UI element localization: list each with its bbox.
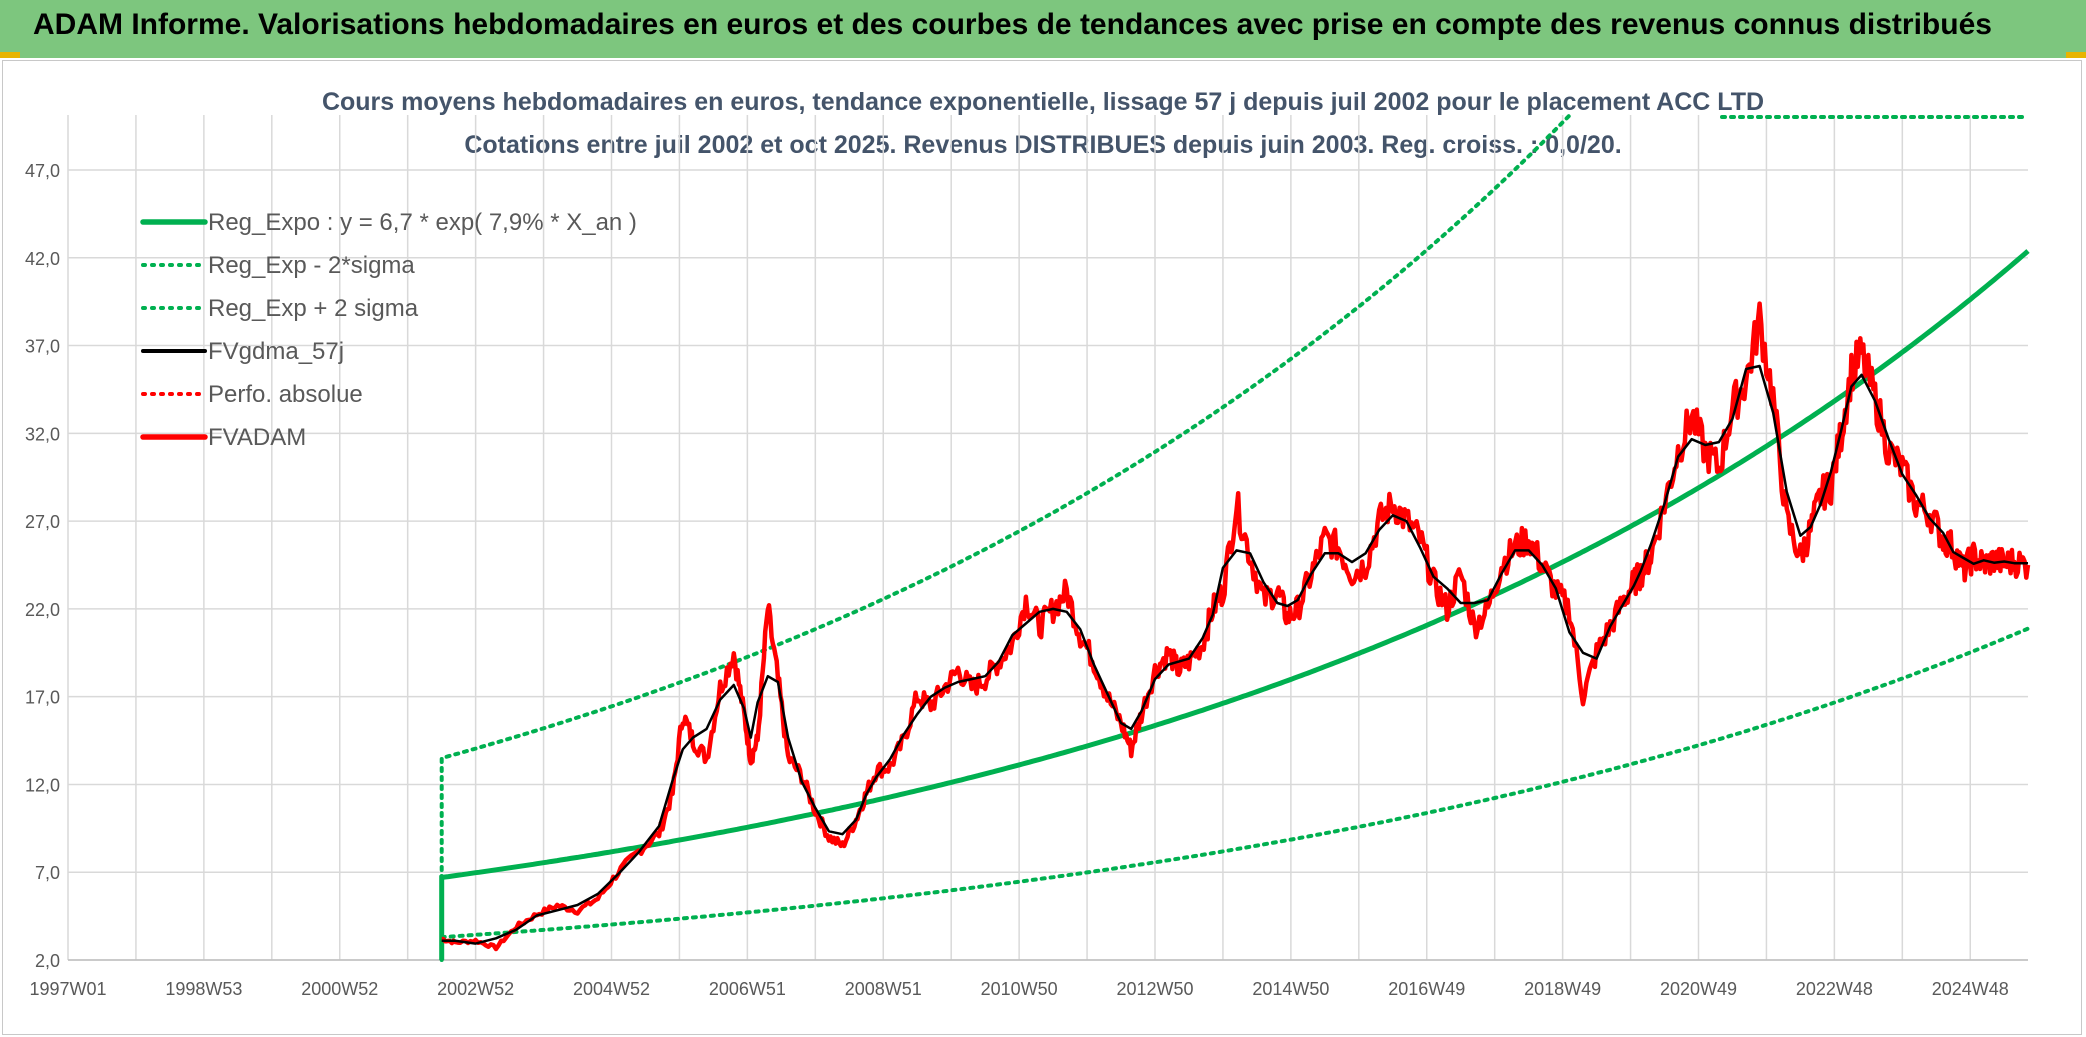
x-tick-label: 2000W52 [301, 979, 378, 999]
legend-label: Reg_Exp + 2 sigma [208, 295, 419, 322]
y-tick-label: 7,0 [35, 863, 60, 883]
chart-title: Cours moyens hebdomadaires en euros, ten… [321, 88, 1765, 116]
x-tick-label: 2016W49 [1388, 979, 1465, 999]
x-tick-label: 1997W01 [29, 979, 106, 999]
x-tick-label: 1998W53 [165, 979, 242, 999]
chart-subtitle: Cotations entre juil 2002 et oct 2025. R… [464, 131, 1622, 159]
legend-label: Reg_Expo : y = 6,7 * exp( 7,9% * X_an ) [208, 209, 637, 236]
x-tick-label: 2008W51 [845, 979, 922, 999]
x-tick-label: 2018W49 [1524, 979, 1601, 999]
x-tick-label: 2014W50 [1252, 979, 1329, 999]
x-tick-label: 2010W50 [981, 979, 1058, 999]
x-tick-label: 2006W51 [709, 979, 786, 999]
reg-exp-minus-2sigma-line [439, 626, 2030, 940]
x-tick-label: 2012W50 [1116, 979, 1193, 999]
x-tick-label: 2004W52 [573, 979, 650, 999]
y-tick-label: 32,0 [25, 424, 60, 444]
y-tick-label: 37,0 [25, 337, 60, 357]
legend-label: Reg_Exp - 2*sigma [208, 252, 415, 279]
x-tick-label: 2020W49 [1660, 979, 1737, 999]
y-tick-label: 17,0 [25, 688, 60, 708]
chart: 2,0 7,0 12,0 17,0 22,0 27,0 32,0 37,0 42,0 47,0 19… [25, 113, 2031, 999]
report-title: ADAM Informe. Valorisations hebdomadaire… [33, 8, 1992, 41]
x-tick-label: 2022W48 [1796, 979, 1873, 999]
legend-label: FVADAM [208, 424, 306, 451]
y-tick-label: 47,0 [25, 161, 60, 181]
x-tick-label: 2024W48 [1932, 979, 2009, 999]
legend-label: FVgdma_57j [208, 338, 344, 365]
y-tick-label: 12,0 [25, 775, 60, 795]
reg-expo-line [439, 249, 2030, 960]
x-tick-label: 2002W52 [437, 979, 514, 999]
fvgdma-57j-line [441, 364, 2028, 945]
corner-marker-right [2066, 52, 2086, 58]
y-tick-label: 2,0 [35, 951, 60, 971]
reg-exp-plus-2sigma-line [439, 113, 1572, 962]
y-tick-label: 22,0 [25, 600, 60, 620]
fvadam-line [441, 301, 2031, 952]
y-tick-label: 42,0 [25, 249, 60, 269]
corner-marker-left [0, 52, 20, 58]
report-header: ADAM Informe. Valorisations hebdomadaire… [0, 0, 2086, 58]
y-tick-label: 27,0 [25, 512, 60, 532]
legend-label: Perfo. absolue [208, 381, 363, 408]
